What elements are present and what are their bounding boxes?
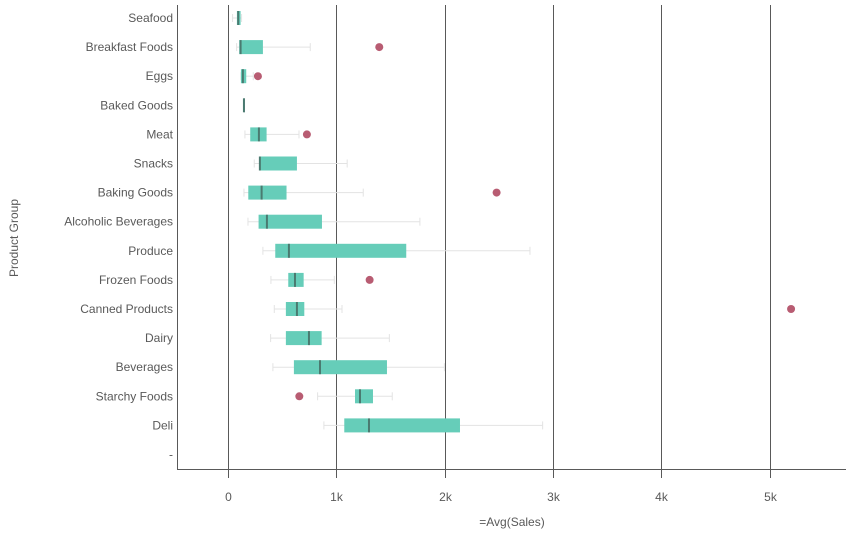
y-tick-label: Frozen Foods [99, 273, 173, 287]
y-tick-label: Baked Goods [100, 98, 173, 112]
outlier-point [492, 188, 501, 197]
x-axis-labels: 0 1k 2k 3k 4k 5k [225, 490, 778, 504]
x-axis-title: =Avg(Sales) [479, 515, 544, 529]
box [285, 331, 322, 346]
x-tick-label: 5k [764, 490, 778, 504]
box [285, 302, 305, 316]
y-tick-label: Dairy [145, 331, 173, 345]
box [248, 185, 287, 200]
box [275, 243, 407, 258]
outlier-point [253, 72, 262, 81]
y-tick-label: Beverages [116, 360, 173, 374]
boxes [232, 11, 796, 433]
y-tick-label: Eggs [146, 69, 173, 83]
y-tick-label: Snacks [134, 157, 173, 171]
y-tick-label: Breakfast Foods [86, 40, 173, 54]
y-axis-title: Product Group [7, 199, 21, 277]
y-tick-label: Seafood [128, 11, 173, 25]
outlier-point [365, 275, 374, 284]
gridlines [228, 5, 771, 478]
outlier-point [302, 130, 311, 139]
outlier-point [375, 43, 384, 52]
x-tick-label: 2k [439, 490, 453, 504]
outlier-point [787, 305, 796, 313]
x-tick-label: 3k [547, 490, 561, 504]
y-tick-label: Alcoholic Beverages [64, 215, 173, 229]
box [258, 214, 322, 229]
outlier-point [295, 392, 304, 401]
y-tick-label: Baking Goods [98, 186, 173, 200]
y-tick-label: Meat [146, 127, 173, 141]
box [344, 418, 460, 433]
y-tick-label: Canned Products [80, 302, 173, 316]
box [355, 389, 373, 404]
y-tick-label: Deli [152, 418, 173, 432]
x-tick-label: 1k [330, 490, 344, 504]
box [293, 360, 387, 375]
box [259, 156, 297, 171]
y-tick-label: - [169, 448, 173, 462]
y-tick-label: Starchy Foods [96, 389, 173, 403]
y-tick-label: Produce [128, 244, 173, 258]
box [239, 40, 263, 55]
x-tick-label: 0 [225, 490, 232, 504]
x-tick-label: 4k [655, 490, 669, 504]
y-axis-labels: Seafood Breakfast Foods Eggs Baked Goods Mea… [64, 11, 173, 462]
